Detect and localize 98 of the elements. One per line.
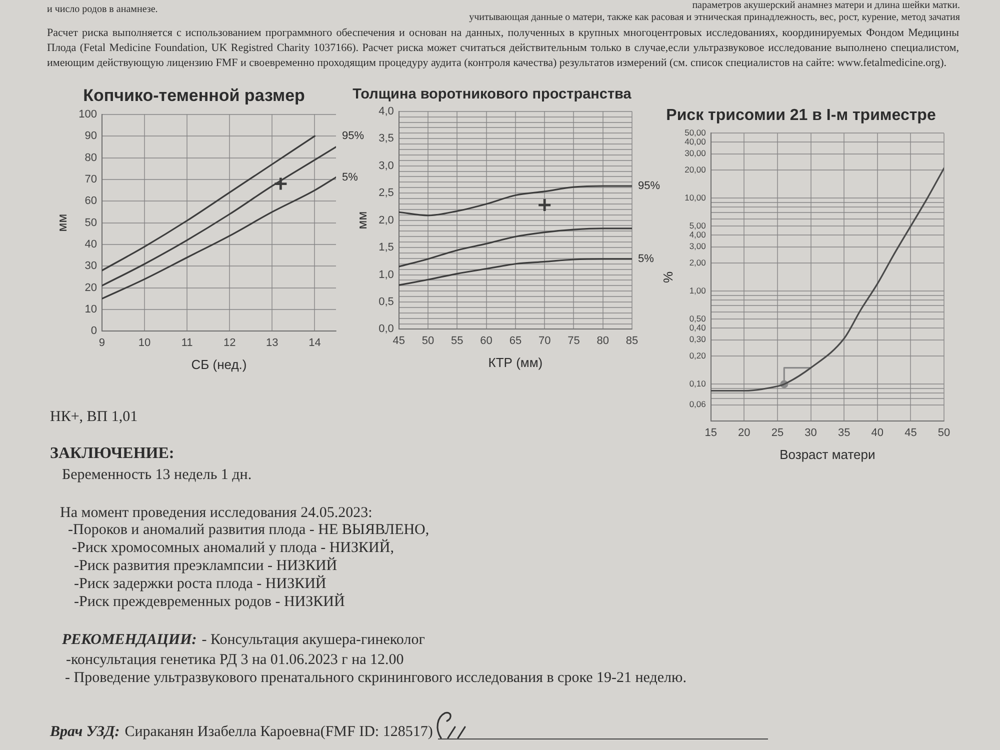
x-tick-label: 65 <box>509 334 522 347</box>
y-tick-label: 3,5 <box>378 132 394 145</box>
text: ЗАКЛЮЧЕНИЕ: <box>50 445 174 462</box>
text: учитывающая данные о матери, также как расовая и этническая принадлежность, вес, рост, курение, метод зачатия <box>469 12 960 23</box>
y-axis-title: % <box>660 270 676 283</box>
chart-title: Копчико-теменной размер <box>83 86 305 105</box>
text: -Риск развития преэклампсии - НИЗКИЙ <box>74 558 338 574</box>
x-tick-label: 80 <box>596 334 609 347</box>
x-tick-label: 55 <box>451 334 464 347</box>
y-tick-label: 0,06 <box>689 399 706 410</box>
text: РЕКОМЕНДАЦИИ: <box>62 632 197 648</box>
y-tick-label: 0,5 <box>378 296 394 308</box>
y-tick-label: 100 <box>78 108 97 120</box>
x-tick-label: 25 <box>771 426 784 439</box>
chart-title: Риск трисомии 21 в I-м триместре <box>666 107 936 124</box>
x-tick-label: 75 <box>568 334 580 347</box>
text: -Риск преждевременных родов - НИЗКИЙ <box>74 594 345 610</box>
y-tick-label: 3,00 <box>689 241 706 252</box>
y-tick-label: 5,00 <box>689 220 706 231</box>
line-series <box>710 167 944 392</box>
text: На момент проведения исследования 24.05.2023: <box>60 505 372 521</box>
series-label: 5% <box>342 171 358 184</box>
y-tick-label: 2,5 <box>378 187 394 200</box>
y-tick-label: 4,00 <box>689 230 706 240</box>
x-tick-label: 40 <box>871 426 884 439</box>
line-series <box>102 176 336 300</box>
x-tick-label: 10 <box>138 336 151 349</box>
y-tick-label: 0,40 <box>689 322 706 333</box>
x-tick-label: 85 <box>626 334 638 347</box>
y-tick-label: 90 <box>84 130 97 142</box>
x-axis-title: СБ (нед.) <box>191 356 247 372</box>
x-tick-label: 14 <box>308 336 321 349</box>
y-tick-label: 40 <box>84 238 97 251</box>
series-label: 95% <box>638 180 660 192</box>
x-tick-label: 50 <box>938 426 950 439</box>
y-tick-label: 4,0 <box>378 105 394 118</box>
y-tick-label: 30 <box>84 260 97 272</box>
chart-title: Толщина воротникового пространства <box>352 86 632 103</box>
x-tick-label: 12 <box>223 336 236 349</box>
y-tick-label: 0,30 <box>689 334 706 344</box>
y-tick-label: 3,0 <box>378 160 394 172</box>
text: -консультация генетика РД 3 на 01.06.2023 г на 12.00 <box>66 652 404 668</box>
x-axis-title: Возраст матери <box>780 446 876 462</box>
y-tick-label: 50 <box>84 216 97 229</box>
y-tick-label: 1,0 <box>378 268 394 281</box>
y-tick-label: 0,10 <box>689 378 706 389</box>
y-axis-title: мм <box>354 211 370 230</box>
text: -Пороков и аномалий развития плода - НЕ ВЫЯВЛЕНО, <box>68 522 430 538</box>
line-series <box>102 135 316 272</box>
y-tick-label: 1,5 <box>378 242 394 254</box>
y-tick-label: 80 <box>84 152 97 164</box>
line-series <box>102 146 336 286</box>
text: НК+, ВП 1,01 <box>50 409 138 425</box>
x-tick-label: 13 <box>266 336 278 349</box>
line-series <box>398 258 632 286</box>
y-tick-label: 2,00 <box>689 258 706 268</box>
series-label: 5% <box>638 252 654 265</box>
x-tick-label: 70 <box>538 334 551 347</box>
text: - Консультация акушера-гинеколог <box>202 632 425 648</box>
y-tick-label: 2,0 <box>378 214 394 226</box>
x-tick-label: 45 <box>392 334 406 347</box>
text: Сираканян Изабелла Кароевна(FMF ID: 128517) <box>124 724 433 740</box>
x-tick-label: 20 <box>738 426 750 439</box>
line-series <box>398 228 632 268</box>
x-tick-label: 15 <box>704 426 717 439</box>
x-tick-label: 50 <box>422 334 434 347</box>
y-tick-label: 40,00 <box>684 136 706 147</box>
text: 95% <box>342 130 364 142</box>
x-tick-label: 9 <box>98 336 106 349</box>
text: Расчет риска выполняется с использованием программного обеспечения и основан на данных, полученных в крупных многоцентровых исследованиях, координируемых Фондом Медицины Плода (Fetal Medicine Foundation, UK Registred Charity 1037166). Расчет риска может считаться действительным только в случае,если ультразвуковое исследование выполнено специалистом, имеющим действующую лицензию FMF и своевременно проходящим процедуру аудита (контроля качества) результатов измерений (см. список специалистов на сайте: www.fetalmedicine.org). <box>47 27 959 69</box>
y-tick-label: 10,00 <box>684 192 706 203</box>
text: параметров акушерский анамнез матери и длина шейки матки. <box>692 0 960 11</box>
x-tick-label: 35 <box>838 426 850 439</box>
text: -Риск хромосомных аномалий у плода - НИЗКИЙ, <box>72 540 394 556</box>
text: Беременность 13 недель 1 дн. <box>62 467 252 483</box>
y-tick-label: 0,0 <box>378 323 394 336</box>
x-tick-label: 45 <box>904 426 917 439</box>
x-tick-label: 60 <box>480 334 492 347</box>
text: - Проведение ультразвукового пренатального скринингового исследования в сроке 19-21 неделю. <box>65 670 686 686</box>
y-axis-title: мм <box>54 214 70 232</box>
y-tick-label: 10 <box>84 304 97 316</box>
y-tick-label: 0,50 <box>689 314 706 324</box>
y-tick-label: 0,20 <box>689 350 706 361</box>
y-tick-label: 50,00 <box>684 128 706 138</box>
y-tick-label: 30,00 <box>684 148 706 158</box>
y-tick-label: 20 <box>84 282 97 294</box>
text: и число родов в анамнезе. <box>47 4 158 15</box>
text: -Риск задержки роста плода - НИЗКИЙ <box>74 576 326 592</box>
y-tick-label: 1,00 <box>689 286 706 296</box>
line-series <box>398 185 632 216</box>
x-axis-title: КТР (мм) <box>488 354 543 370</box>
y-tick-label: 60 <box>84 195 97 208</box>
text: Врач УЗД: <box>50 724 120 740</box>
y-tick-label: 0 <box>90 325 97 338</box>
x-tick-label: 11 <box>181 336 193 349</box>
x-tick-label: 30 <box>804 426 817 439</box>
y-tick-label: 20,00 <box>684 164 706 175</box>
y-tick-label: 70 <box>84 173 97 186</box>
